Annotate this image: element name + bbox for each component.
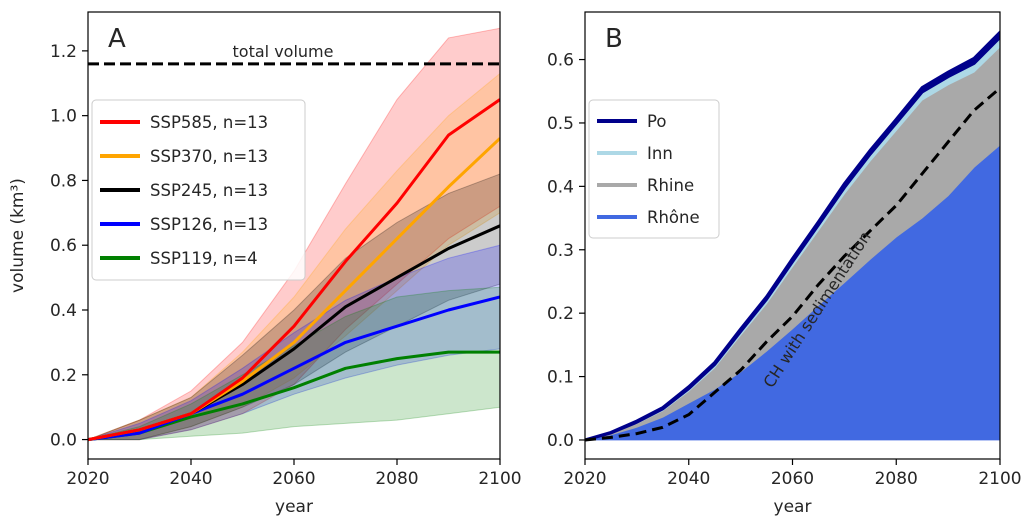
x-tick-label: 2020: [563, 469, 606, 489]
x-axis-label: year: [774, 497, 812, 517]
range-band-ssp585: [88, 27, 500, 441]
legend-label: Inn: [647, 144, 673, 163]
legend-label: SSP245, n=13: [150, 181, 268, 200]
x-tick-label: 2100: [478, 469, 521, 489]
y-tick-label: 0.5: [547, 114, 574, 134]
y-tick-label: 0.1: [547, 368, 574, 388]
series-line-ssp126: [88, 295, 500, 442]
y-tick-label: 0.6: [50, 236, 77, 256]
y-tick-label: 0.3: [547, 241, 574, 261]
legend-label: SSP370, n=13: [150, 147, 268, 166]
y-tick-label: 1.0: [50, 107, 77, 127]
legend-label: Rhine: [647, 176, 694, 195]
y-tick-label: 0.2: [547, 304, 574, 324]
legend-label: SSP126, n=13: [150, 215, 268, 234]
x-tick-label: 2040: [169, 469, 212, 489]
y-tick-label: 0.8: [50, 171, 77, 191]
panel-a: total volume 2020 2040 2060 2080 2100 0.0 0.2 0.…: [8, 11, 522, 517]
area-po: [585, 30, 1000, 442]
legend: Po Inn Rhine Rhône: [588, 99, 720, 239]
legend-label: Rhône: [647, 208, 700, 227]
y-tick-label: 0.2: [50, 366, 77, 386]
x-tick-label: 2060: [272, 469, 315, 489]
x-tick-label: 2080: [375, 469, 418, 489]
x-axis-label: year: [275, 497, 313, 517]
x-tick-label: 2060: [771, 469, 814, 489]
y-tick-label: 0.6: [547, 51, 574, 71]
y-tick-label: 0.0: [547, 431, 574, 451]
ch-sedimentation-line: [585, 86, 1000, 442]
legend-label: SSP585, n=13: [150, 113, 268, 132]
x-tick-label: 2100: [978, 469, 1021, 489]
legend-box: [588, 99, 720, 239]
total-volume-label: total volume: [233, 42, 334, 61]
legend-label: SSP119, n=4: [150, 249, 258, 268]
range-band-ssp370: [88, 72, 500, 441]
y-tick-label: 0.4: [50, 301, 77, 321]
legend-box: [91, 99, 306, 281]
x-tick-label: 2080: [875, 469, 918, 489]
y-tick-label: 1.2: [50, 42, 77, 62]
y-tick-label: 0.0: [50, 431, 77, 451]
x-tick-label: 2040: [667, 469, 710, 489]
panel-letter: A: [108, 24, 126, 54]
x-tick-label: 2020: [66, 469, 109, 489]
series-line-ssp585: [88, 98, 500, 442]
y-tick-label: 0.4: [547, 177, 574, 197]
panel-letter: B: [605, 24, 623, 54]
plot-area: [585, 30, 1000, 442]
plot-area: [88, 27, 500, 442]
legend: SSP585, n=13 SSP370, n=13 SSP245, n=13 SSP1…: [91, 99, 306, 281]
y-axis-label: volume (km³): [8, 178, 28, 293]
legend-label: Po: [647, 112, 666, 131]
